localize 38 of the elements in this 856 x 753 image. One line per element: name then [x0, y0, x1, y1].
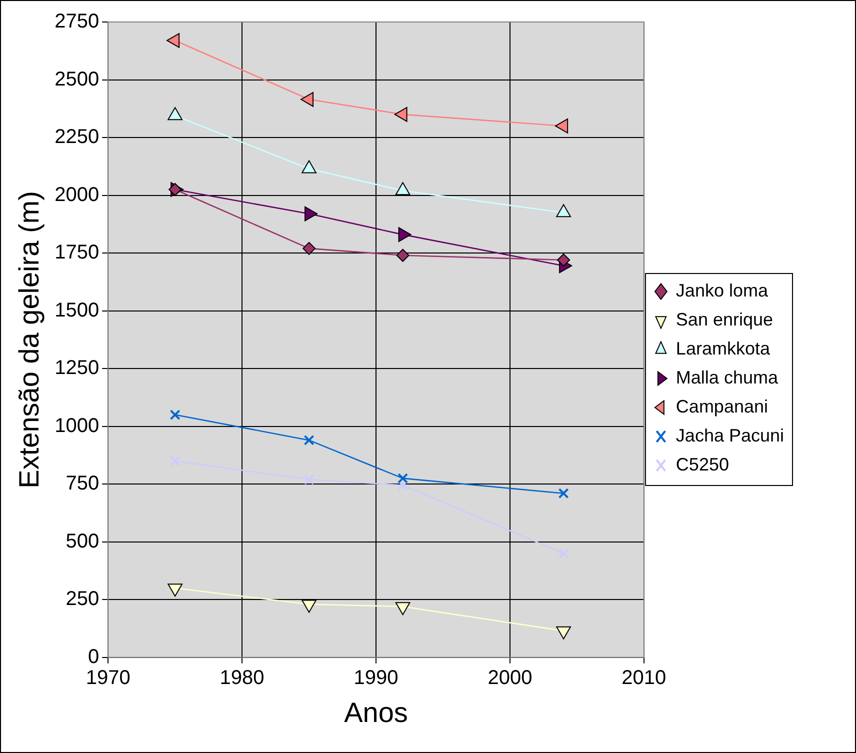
y-tick-label: 750: [66, 472, 100, 495]
legend-label: Malla chuma: [676, 367, 779, 388]
y-tick-label: 2500: [54, 68, 100, 90]
legend-label: Janko loma: [676, 280, 769, 300]
x-tick-label: 2010: [622, 666, 666, 689]
point: [557, 253, 570, 266]
point: [302, 242, 316, 255]
y-tick-label: 2000: [54, 184, 100, 206]
point: [556, 626, 571, 640]
x-tick-label: 1980: [220, 666, 264, 689]
legend-label: Jacha Pacuni: [676, 425, 784, 446]
legend-label: Laramkkota: [676, 338, 771, 358]
point: [558, 548, 569, 559]
point: [304, 434, 314, 446]
y-tick-label: 1500: [54, 299, 100, 322]
y-tick-label: 2750: [54, 10, 100, 33]
y-tick-label: 0: [88, 646, 100, 668]
y-tick-label: 1750: [54, 242, 100, 264]
point: [170, 410, 180, 420]
point: [398, 480, 408, 491]
point: [396, 248, 410, 262]
y-tick-label: 2250: [54, 126, 100, 148]
legend-label: Campanani: [676, 396, 768, 416]
y-tick-label: 1000: [54, 414, 100, 437]
point: [304, 474, 314, 485]
point: [170, 456, 180, 466]
y-tick-label: 1250: [54, 357, 100, 380]
point: [398, 473, 408, 484]
y-axis-title: Extensão da geleira (m): [14, 191, 45, 488]
legend-label: San enrique: [676, 309, 774, 330]
y-tick-label: 500: [66, 530, 100, 552]
y-tick-label: 250: [66, 588, 100, 610]
x-tick-label: 1970: [86, 666, 130, 689]
x-axis-title: Anos: [344, 696, 408, 728]
point: [558, 488, 569, 499]
legend-label: C5250: [676, 454, 729, 474]
x-tick-label: 1990: [354, 666, 398, 689]
x-tick-label: 2000: [488, 666, 532, 689]
